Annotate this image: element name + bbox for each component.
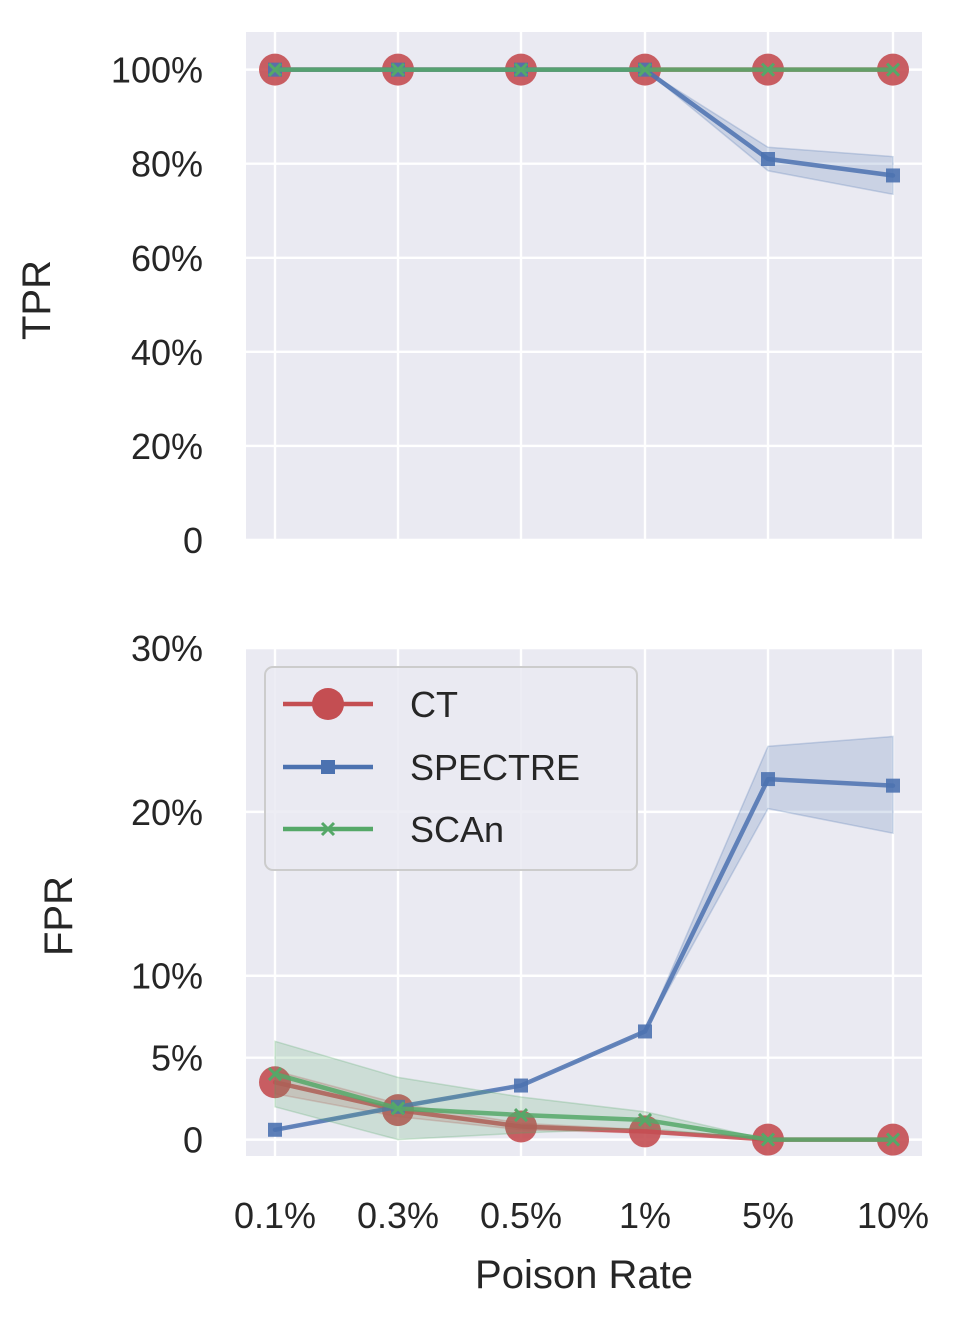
y-tick-label-0: 0 [183,1120,203,1161]
spectre-point-5 [761,772,775,787]
scan-point-0-1 [267,62,283,77]
y-tick-label-3: 60% [131,238,203,279]
scan-point-0-3 [390,1101,406,1116]
x-tick-label-0-3: 0.3% [357,1195,439,1236]
spectre-point-10 [886,168,900,183]
legend-ct-label: CT [410,684,458,725]
scan-point-0-5 [513,1107,529,1123]
y-tick-label-5: 100% [111,50,203,91]
x-tick-label-0-5: 0.5% [480,1195,562,1236]
y-tick-label-4: 30% [131,628,203,669]
y-tick-label-2: 40% [131,332,203,373]
scan-line [272,1071,896,1142]
legend-spectre-label: SPECTRE [410,747,580,788]
scan-point-10 [885,1132,901,1147]
scan-point-0-5 [513,62,529,77]
x-tick-label-10: 10% [857,1195,929,1236]
spectre-point-10 [886,778,900,793]
y-tick-label-3: 20% [131,792,203,833]
scan-point-10 [885,62,901,77]
legend-scan-label: SCAn [410,809,504,850]
legend-ct-marker [312,688,344,720]
y-axis-label: TPR [15,260,59,340]
scan-point-1 [637,1112,653,1128]
spectre-point-5 [761,152,775,166]
tpr-panel: 0 20% 40% 60% 80% 100% TPR [15,32,922,561]
y-tick-label-4: 80% [131,144,203,185]
legend-box [264,666,638,871]
scan-point-5 [760,62,776,77]
y-tick-label-1: 5% [151,1038,203,1079]
legend-spectre-marker [321,760,335,774]
x-tick-label-5: 5% [742,1195,794,1236]
scan-point-0-3 [390,62,406,77]
legend-scan-marker [320,821,336,837]
x-tick-label-0-1: 0.1% [234,1195,316,1236]
x-tick-label-1: 1% [619,1195,671,1236]
scan-point-0-1 [267,1066,283,1082]
fpr-panel: 0 5% 10% 20% 30% 0.1% 0.3% 0.5% 1% 5% 10% Poison Ra… [37,628,929,1297]
plot-area [246,32,922,540]
x-axis-label: Poison Rate [475,1253,693,1297]
spectre-point-1 [638,1024,652,1039]
spectre-line [272,776,896,1133]
legend: CT SPECTRE SCAn [264,666,638,871]
spectre-point-0-5 [514,1078,528,1093]
y-axis-label: FPR [37,876,81,956]
scan-point-5 [760,1132,776,1147]
spectre-point-0-1 [268,1122,282,1137]
y-tick-label-2: 10% [131,956,203,997]
ct-point-0-5 [505,1110,537,1143]
y-tick-label-1: 20% [131,426,203,467]
scan-point-1 [637,62,653,77]
y-tick-label-0: 0 [183,520,203,561]
